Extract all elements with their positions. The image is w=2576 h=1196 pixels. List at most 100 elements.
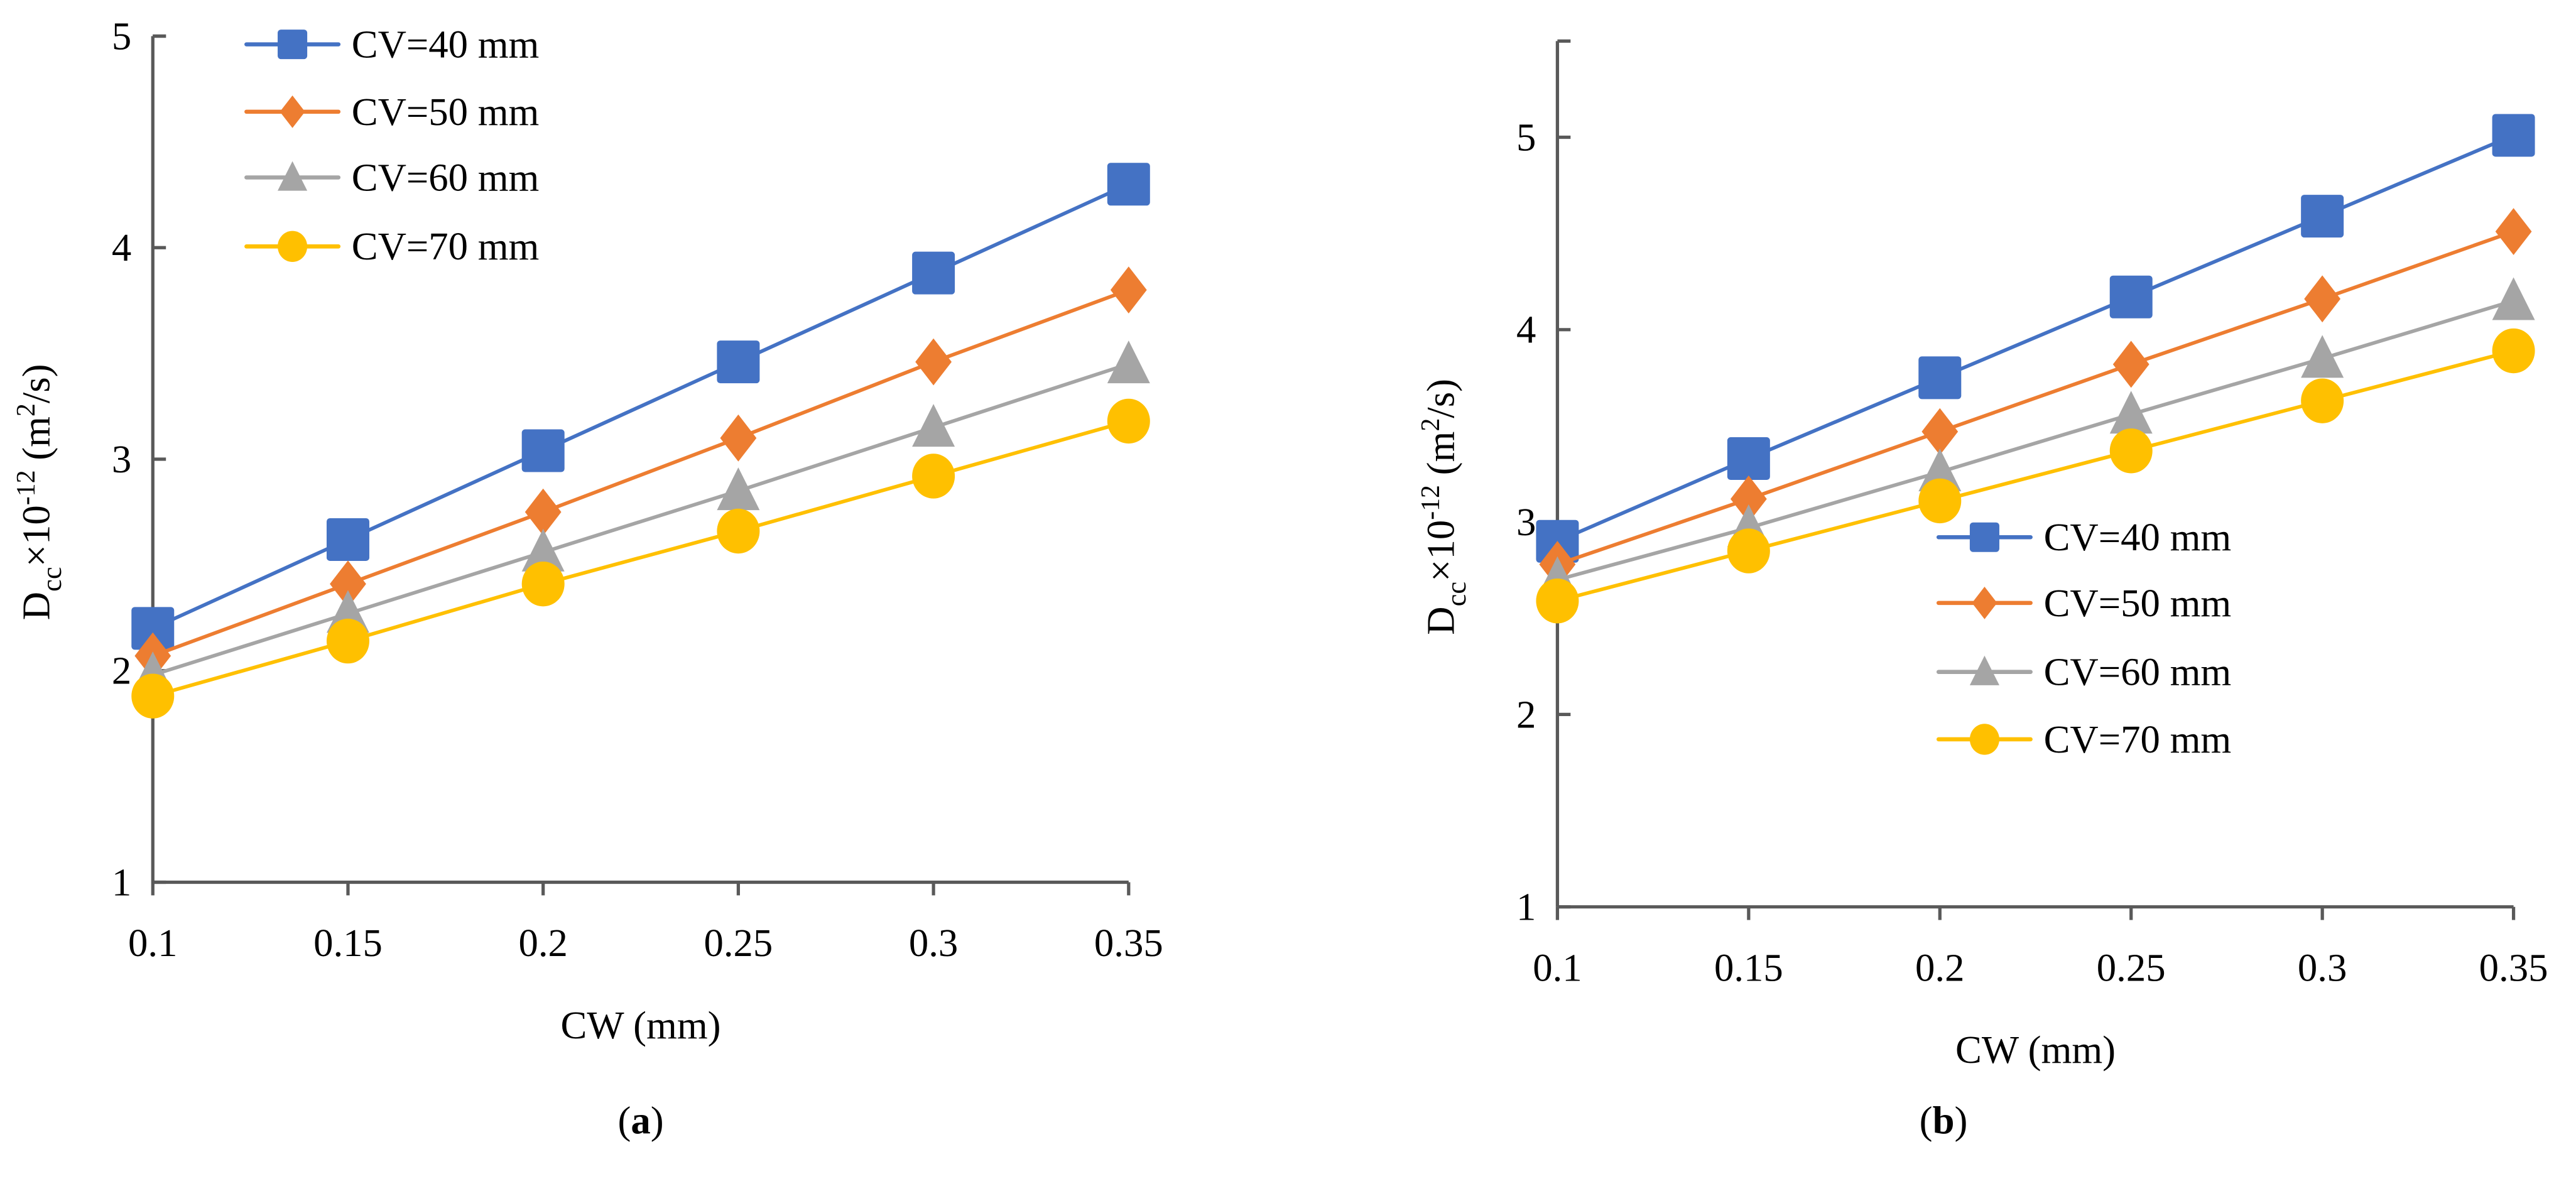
series-cv-60-mm <box>1536 277 2535 599</box>
y-axis-label-part: /s) <box>14 364 58 403</box>
x-axis-label: CW (mm) <box>1955 1028 2116 1072</box>
legend-item: CV=70 mm <box>1936 717 2232 761</box>
panel-label-open: ( <box>617 1099 631 1143</box>
y-axis-label-part: 2 <box>12 403 41 416</box>
legend-label: CV=40 mm <box>2044 515 2232 559</box>
x-tick-label: 0.1 <box>128 921 177 965</box>
data-point <box>2301 378 2344 423</box>
data-point <box>1107 163 1150 206</box>
series-line <box>152 288 1129 658</box>
data-point <box>326 518 369 561</box>
data-point <box>1107 398 1150 444</box>
y-tick-label: 1 <box>1516 885 1536 929</box>
legend-item: CV=70 mm <box>244 224 539 268</box>
panel-label: (b) <box>1920 1099 1968 1143</box>
panel-label-letter: b <box>1933 1099 1955 1143</box>
chart-panel-b: 0.1 0.15 0.2 0.25 0.3 0.35 1 2 3 4 5 CW (mm) Dcc×10-… <box>1416 39 2548 1143</box>
legend-item: CV=60 mm <box>1936 650 2232 694</box>
y-tick-label: 5 <box>1516 115 1536 159</box>
data-point <box>2109 275 2153 318</box>
data-point <box>521 561 565 607</box>
y-axis-label-part: ×10 <box>1419 520 1463 582</box>
data-point <box>1107 340 1150 384</box>
data-point <box>521 528 565 572</box>
data-point <box>1918 478 1962 524</box>
data-point <box>1727 528 1770 574</box>
legend-marker <box>280 95 305 128</box>
series-cv-40-mm <box>131 163 1150 650</box>
legend-marker <box>278 161 308 191</box>
data-point <box>330 560 366 608</box>
y-axis-label: Dcc×10-12 (m2/s) <box>1416 379 1472 635</box>
data-point <box>912 404 955 447</box>
x-tick-label: 0.25 <box>704 921 773 965</box>
legend-marker <box>1972 586 1997 619</box>
y-axis-label-part: D <box>14 592 58 620</box>
data-point <box>131 607 175 650</box>
legend-item: CV=60 mm <box>244 155 540 199</box>
series-line <box>152 182 1129 631</box>
x-tick-label: 0.25 <box>2097 945 2166 989</box>
y-axis-label-part: ×10 <box>14 505 58 567</box>
legend-item: CV=40 mm <box>1936 515 2232 559</box>
y-tick-label: 3 <box>112 437 131 481</box>
x-tick-label: 0.2 <box>1915 945 1964 989</box>
y-axis-label-part: (m <box>14 416 58 470</box>
y-tick-label: 4 <box>112 226 131 269</box>
x-tick-label: 0.15 <box>313 921 383 965</box>
series-cv-60-mm <box>131 340 1150 695</box>
series-cv-50-mm <box>134 266 1147 680</box>
x-tick-label: 0.2 <box>518 921 567 965</box>
y-axis-label-part: cc <box>36 567 67 591</box>
data-point <box>912 251 955 295</box>
x-tick-label: 0.3 <box>2298 945 2347 989</box>
legend-marker <box>1969 655 1999 685</box>
x-tick-label: 0.35 <box>2479 945 2548 989</box>
legend-label: CV=40 mm <box>352 23 540 67</box>
panel-label-close: ) <box>651 1099 664 1143</box>
y-tick-label: 2 <box>112 649 131 693</box>
data-point <box>1730 475 1767 523</box>
y-axis-label-part: -12 <box>12 470 41 505</box>
x-axis-label: CW (mm) <box>561 1003 721 1047</box>
legend-item: CV=50 mm <box>244 90 539 134</box>
series-line <box>152 362 1129 677</box>
data-point <box>720 414 757 462</box>
y-axis-label-part: /s) <box>1419 379 1463 418</box>
legend-label: CV=60 mm <box>2044 650 2232 694</box>
series-line <box>1557 133 2514 543</box>
x-tick-label: 0.3 <box>909 921 958 965</box>
legend-label: CV=50 mm <box>2044 581 2232 625</box>
series-line <box>1557 299 2514 582</box>
data-point <box>524 488 562 536</box>
y-tick-label: 2 <box>1516 692 1536 736</box>
legend-label: CV=60 mm <box>352 155 540 199</box>
x-tick-label: 0.1 <box>1533 945 1582 989</box>
panel-label: (a) <box>617 1099 663 1143</box>
legend-marker <box>278 30 308 60</box>
data-point <box>2109 391 2153 434</box>
series-line <box>152 419 1129 698</box>
data-point <box>1536 578 1579 624</box>
x-tick-label: 0.35 <box>1094 921 1163 965</box>
data-point <box>2492 114 2535 157</box>
data-point <box>2492 328 2535 374</box>
data-point <box>1918 448 1962 492</box>
y-axis-label-part: 2 <box>1416 418 1445 432</box>
data-point <box>912 454 955 499</box>
series-cv-40-mm <box>1536 114 2535 563</box>
data-point <box>521 429 565 472</box>
x-tick-label: 0.15 <box>1714 945 1783 989</box>
series-line <box>1557 229 2514 567</box>
legend-label: CV=70 mm <box>2044 717 2232 761</box>
data-point <box>2109 428 2153 474</box>
data-point <box>717 467 760 511</box>
data-point <box>2112 340 2149 388</box>
legend-item: CV=40 mm <box>244 23 540 67</box>
panel-label-open: ( <box>1920 1099 1933 1143</box>
legend-marker <box>278 231 308 263</box>
data-point <box>131 673 175 719</box>
data-point <box>717 340 760 384</box>
data-point <box>1727 437 1770 481</box>
